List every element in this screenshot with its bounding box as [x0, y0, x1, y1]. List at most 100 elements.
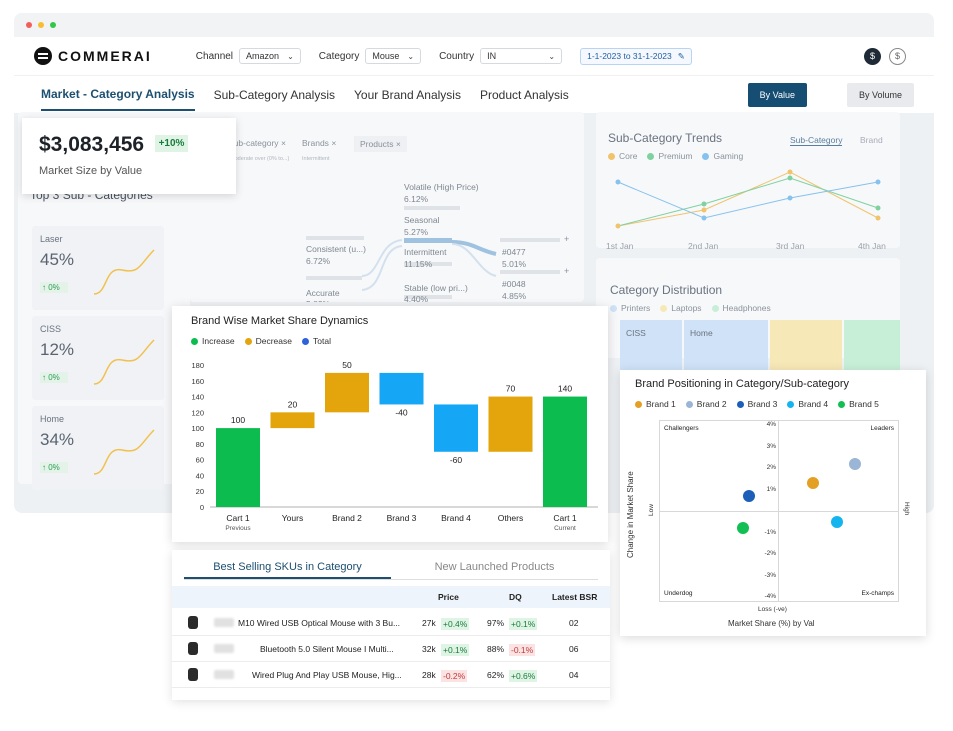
bsr-value: 06	[569, 644, 579, 654]
tab-product-analysis[interactable]: Product Analysis	[479, 87, 569, 102]
x-tick-sublabel: Previous	[225, 525, 251, 532]
country-select[interactable]: IN ⌄	[480, 48, 563, 64]
tab-your-brand-analysis[interactable]: Your Brand Analysis	[354, 87, 461, 102]
legend-increase[interactable]: Increase	[191, 336, 235, 346]
table-row[interactable]: Bluetooth 5.0 Silent Mouse I Multi... 32k…	[172, 636, 610, 662]
dq-change: +0.1%	[509, 618, 538, 630]
legend-brand-3[interactable]: Brand 3	[736, 399, 777, 409]
y-tick-label: 140	[191, 393, 204, 402]
by-value-button[interactable]: By Value	[747, 83, 807, 107]
bubble-brand-5[interactable]	[737, 522, 749, 535]
subcategory-card[interactable]: CISS 12% ↑ 0%	[32, 316, 164, 400]
minimize-dot-icon[interactable]	[38, 22, 44, 28]
close-dot-icon[interactable]	[26, 22, 32, 28]
country-filter: Country IN ⌄	[439, 48, 563, 64]
legend-swatch	[191, 337, 198, 345]
waterfall-bar[interactable]	[379, 372, 424, 405]
y-tick-label: 0	[200, 503, 204, 512]
waterfall-title: Brand Wise Market Share Dynamics	[191, 315, 369, 327]
y-axis-low: Low	[648, 504, 655, 516]
dark-dollar-icon[interactable]: $	[864, 47, 881, 65]
market-size-value: $3,083,456	[39, 133, 145, 156]
legend-total[interactable]: Total	[302, 336, 331, 346]
subcategory-card[interactable]: Laser 45% ↑ 0%	[32, 226, 164, 310]
waterfall-bar[interactable]	[434, 404, 478, 452]
main-tabs: Market - Category Analysis Sub-Category …	[14, 75, 934, 113]
legend-swatch	[635, 400, 642, 408]
waterfall-bar[interactable]	[543, 396, 587, 507]
x-axis-loss: Loss (-ve)	[758, 606, 787, 613]
legend-brand-4[interactable]: Brand 4	[787, 399, 828, 409]
sankey-chip-brands[interactable]: Brands ×	[302, 138, 337, 148]
treemap-tile[interactable]	[844, 320, 900, 370]
tab-new-launched-products[interactable]: New Launched Products	[434, 561, 555, 573]
header-actions: $ $	[864, 47, 906, 65]
bubble-brand-2[interactable]	[849, 457, 861, 470]
chevron-down-icon: ⌄	[287, 51, 294, 61]
bar-value-label: -40	[395, 407, 408, 417]
waterfall-bar[interactable]	[488, 396, 533, 452]
bar-value-label: 70	[506, 384, 516, 394]
treemap-tile[interactable]	[770, 320, 842, 370]
subcategory-card[interactable]: Home 34% ↑ 0%	[32, 406, 164, 490]
category-distribution-panel: Category Distribution Printers Laptops H…	[596, 258, 900, 370]
y-tick-label: -4%	[764, 593, 776, 600]
bar-value-label: 100	[231, 415, 245, 425]
logo-icon	[34, 47, 52, 65]
close-icon[interactable]: ×	[280, 138, 286, 148]
dq-value: 88%	[487, 644, 505, 654]
category-legend: Printers Laptops Headphones	[610, 303, 771, 313]
expand-plus-icon[interactable]: +	[564, 266, 570, 276]
table-row[interactable]: M10 Wired USB Optical Mouse with 3 Bu...…	[172, 610, 610, 636]
bubble-brand-3[interactable]	[743, 489, 755, 502]
app-logo: COMMERAI	[34, 47, 152, 65]
product-name[interactable]: Wired Plug And Play USB Mouse, Hig...	[252, 670, 402, 680]
waterfall-bar[interactable]	[216, 428, 260, 507]
legend-brand-5[interactable]: Brand 5	[838, 399, 879, 409]
product-thumbnail	[188, 616, 198, 629]
legend-decrease[interactable]: Decrease	[244, 336, 292, 346]
close-icon[interactable]: ×	[331, 138, 337, 148]
maximize-dot-icon[interactable]	[50, 22, 56, 28]
sparkline	[93, 249, 155, 295]
product-name[interactable]: Bluetooth 5.0 Silent Mouse I Multi...	[260, 644, 394, 654]
waterfall-bar[interactable]	[325, 372, 369, 413]
y-tick-label: -2%	[764, 550, 776, 557]
dollar-icon[interactable]: $	[889, 47, 906, 65]
tab-best-selling-skus[interactable]: Best Selling SKUs in Category	[184, 560, 391, 579]
legend-swatch	[838, 400, 846, 408]
date-range-picker[interactable]: 1-1-2023 to 31-1-2023 ✎	[580, 47, 692, 65]
y-tick-label: 60	[196, 456, 204, 465]
close-icon[interactable]: ×	[395, 139, 401, 149]
y-tick-label: 120	[191, 408, 204, 417]
tab-market-category-analysis[interactable]: Market - Category Analysis	[41, 79, 195, 111]
treemap-tile[interactable]: CISS	[620, 320, 682, 370]
brand-market-share-card: Brand Wise Market Share Dynamics Increas…	[172, 306, 608, 542]
sankey-chip-products[interactable]: Products ×	[354, 136, 407, 152]
toggle-brand[interactable]: Brand	[860, 135, 883, 145]
category-select[interactable]: Mouse ⌄	[365, 48, 422, 64]
legend-brand-1[interactable]: Brand 1	[635, 399, 676, 409]
tab-sub-category-analysis[interactable]: Sub-Category Analysis	[213, 87, 336, 102]
y-tick-label: 180	[191, 361, 204, 370]
y-tick-label: -3%	[764, 571, 776, 579]
waterfall-bar[interactable]	[270, 412, 315, 429]
legend-brand-2[interactable]: Brand 2	[685, 399, 727, 409]
trends-chart	[615, 169, 881, 229]
channel-select[interactable]: Amazon ⌄	[239, 48, 301, 64]
sankey-chip-subcategory[interactable]: Sub-category ×	[228, 138, 286, 148]
table-row[interactable]: Wired Plug And Play USB Mouse, Hig... 28k…	[172, 662, 610, 688]
x-tick-label: Cart 1	[226, 513, 249, 523]
y-tick-label: 100	[191, 424, 204, 433]
by-volume-button[interactable]: By Volume	[846, 83, 914, 107]
product-thumbnail	[188, 668, 198, 681]
bubble-brand-4[interactable]	[831, 515, 843, 528]
expand-plus-icon[interactable]: +	[564, 234, 570, 244]
bar-value-label: 140	[558, 384, 572, 394]
bubble-brand-1[interactable]	[807, 477, 819, 490]
dq-change: -0.1%	[509, 644, 536, 656]
product-name[interactable]: M10 Wired USB Optical Mouse with 3 Bu...	[238, 618, 401, 628]
treemap-tile[interactable]: Home	[684, 320, 768, 370]
window-titlebar	[14, 13, 934, 37]
toggle-sub-category[interactable]: Sub-Category	[790, 135, 843, 146]
